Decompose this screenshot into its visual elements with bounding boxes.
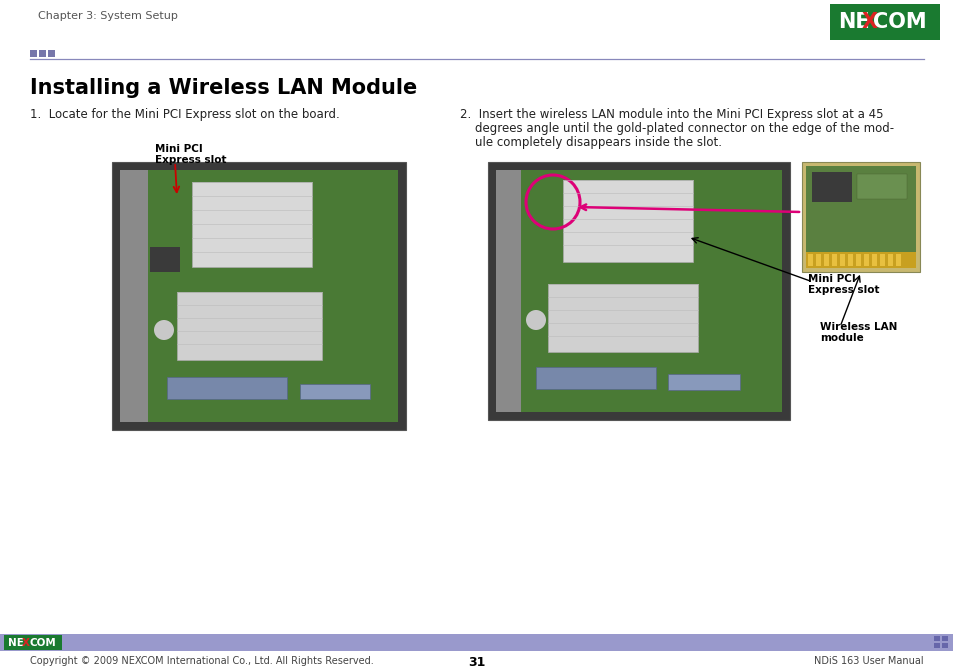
Bar [496,170,520,412]
Bar [840,254,844,266]
Text: Express slot: Express slot [154,155,226,165]
Bar [801,162,919,272]
Text: NE: NE [837,12,869,32]
Bar [811,172,851,202]
Text: NE: NE [8,638,24,648]
Bar [941,636,947,641]
Bar [933,643,939,648]
Text: 2.  Insert the wireless LAN module into the Mini PCI Express slot at a 45: 2. Insert the wireless LAN module into t… [459,108,882,121]
Bar [805,252,915,268]
Text: X: X [22,638,30,648]
Bar [815,254,821,266]
Bar [807,254,812,266]
Bar [855,254,861,266]
Bar [562,180,692,262]
Text: Copyright © 2009 NEXCOM International Co., Ltd. All Rights Reserved.: Copyright © 2009 NEXCOM International Co… [30,656,374,666]
Text: Express slot: Express slot [807,285,879,295]
Text: ule completely disappears inside the slot.: ule completely disappears inside the slo… [459,136,721,149]
Bar [933,636,939,641]
Bar [863,254,868,266]
Bar [823,254,828,266]
Bar [120,170,148,422]
Circle shape [153,320,173,340]
Text: Installing a Wireless LAN Module: Installing a Wireless LAN Module [30,78,416,98]
Bar [547,284,698,352]
Bar [0,634,953,651]
Bar [30,50,37,57]
Text: COM: COM [30,638,56,648]
Text: module: module [820,333,862,343]
Bar [4,635,62,650]
Bar [496,170,781,412]
Bar [536,367,656,389]
Bar [667,374,740,390]
Text: NDiS 163 User Manual: NDiS 163 User Manual [814,656,923,666]
Bar [112,162,406,430]
Bar [831,254,836,266]
Bar [895,254,900,266]
Text: Mini PCI: Mini PCI [807,274,855,284]
Bar [879,254,884,266]
Bar [847,254,852,266]
Bar [120,170,397,422]
Bar [48,50,55,57]
Bar [887,254,892,266]
Text: 1.  Locate for the Mini PCI Express slot on the board.: 1. Locate for the Mini PCI Express slot … [30,108,339,121]
Text: degrees angle until the gold-plated connector on the edge of the mod-: degrees angle until the gold-plated conn… [459,122,893,135]
Bar [941,643,947,648]
Bar [39,50,46,57]
Text: 31: 31 [468,656,485,669]
Text: Wireless LAN: Wireless LAN [820,322,897,332]
Bar [150,247,180,272]
Bar [192,182,312,267]
Text: Mini PCI: Mini PCI [154,144,203,154]
Circle shape [525,310,545,330]
Bar [871,254,876,266]
Bar [805,166,915,268]
Text: X: X [862,12,877,32]
Bar [856,174,906,199]
Bar [299,384,370,399]
Bar [167,377,287,399]
Text: Chapter 3: System Setup: Chapter 3: System Setup [38,11,177,21]
Bar [829,4,939,40]
Bar [488,162,789,420]
Text: COM: COM [872,12,925,32]
Bar [177,292,322,360]
